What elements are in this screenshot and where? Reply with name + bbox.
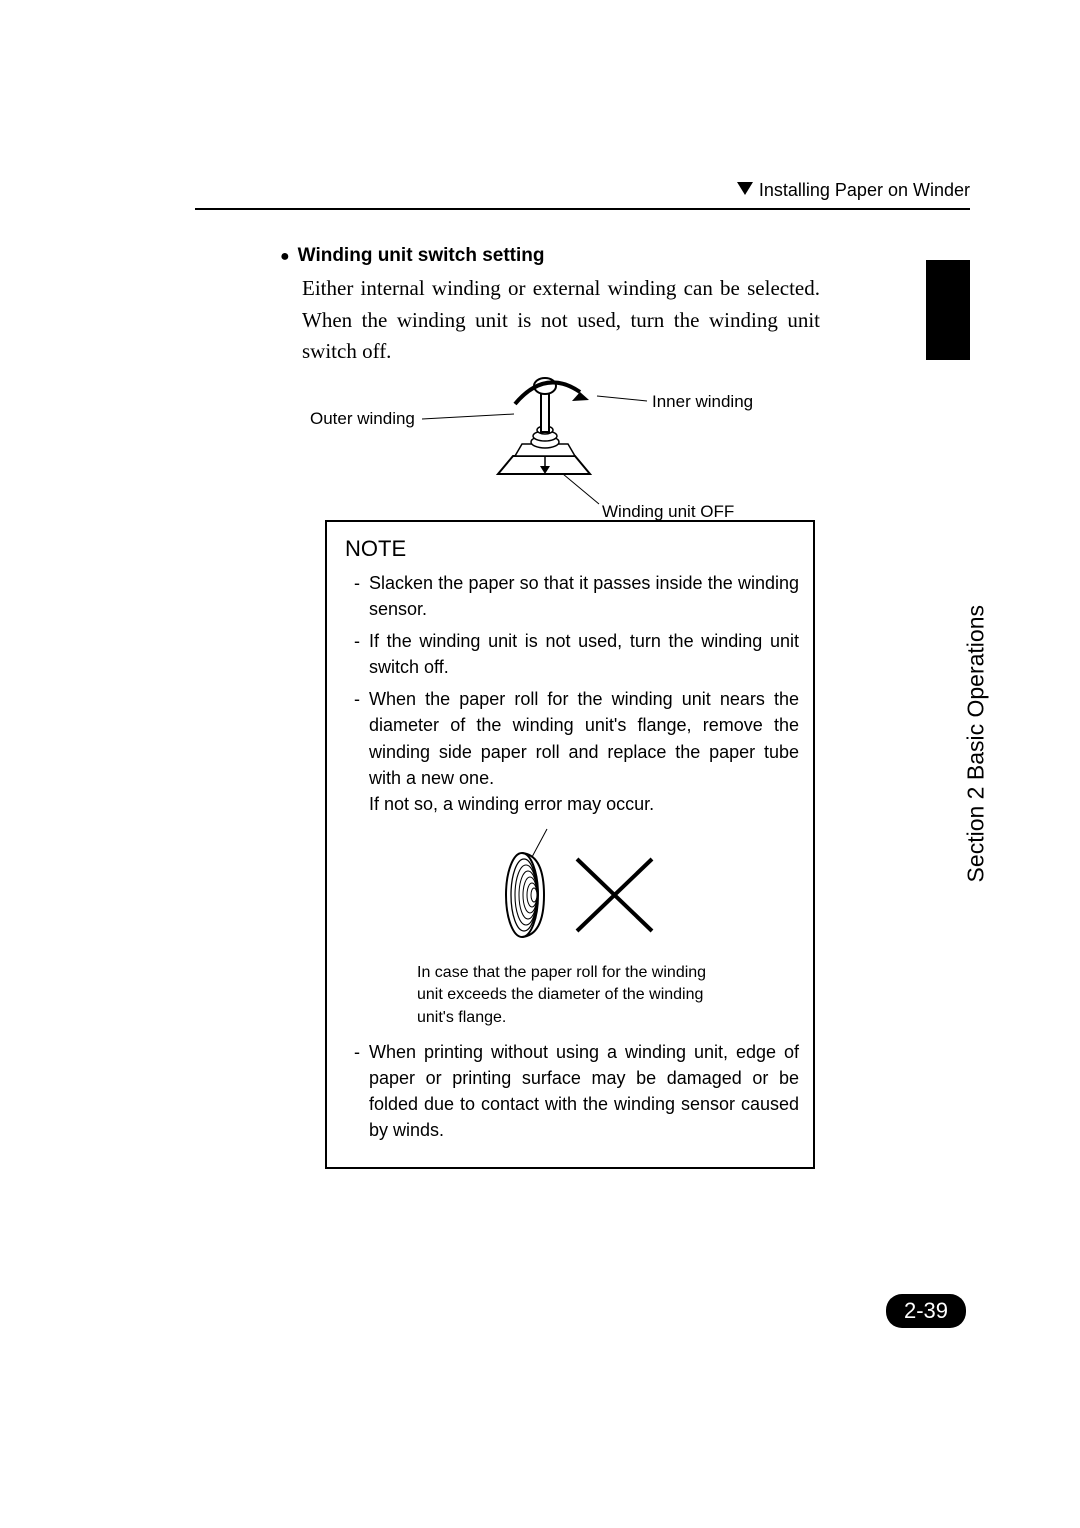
page-header: Installing Paper on Winder xyxy=(737,180,970,201)
header-rule xyxy=(195,208,970,210)
label-outer-winding: Outer winding xyxy=(310,409,415,428)
note-text: Slacken the paper so that it passes insi… xyxy=(369,570,799,622)
page-number: 2-39 xyxy=(886,1294,966,1328)
dash-icon: - xyxy=(345,570,369,622)
note-item: - Slacken the paper so that it passes in… xyxy=(345,570,799,622)
note-text: If the winding unit is not used, turn th… xyxy=(369,628,799,680)
page-number-pill: 2-39 xyxy=(886,1294,966,1328)
body-paragraph: Either internal winding or external wind… xyxy=(302,273,820,368)
note-text: When the paper roll for the winding unit… xyxy=(369,686,799,816)
note-item: - If the winding unit is not used, turn … xyxy=(345,628,799,680)
note-figure: In case that the paper roll for the wind… xyxy=(345,827,799,1029)
dash-icon: - xyxy=(345,686,369,816)
section-label: Section 2 Basic Operations xyxy=(962,605,989,882)
page: Installing Paper on Winder Section 2 Bas… xyxy=(0,0,1080,1528)
switch-diagram: Outer winding Inner winding Winding unit… xyxy=(302,374,820,534)
note-text: When printing without using a winding un… xyxy=(369,1039,799,1143)
note-item: - When the paper roll for the winding un… xyxy=(345,686,799,816)
section-tab xyxy=(926,260,970,360)
note-figure-caption: In case that the paper roll for the wind… xyxy=(417,962,727,1029)
breadcrumb: Installing Paper on Winder xyxy=(759,180,970,200)
note-box: NOTE - Slacken the paper so that it pass… xyxy=(325,520,815,1169)
label-inner-winding: Inner winding xyxy=(652,392,753,411)
triangle-down-icon xyxy=(737,182,753,195)
note-title: NOTE xyxy=(345,536,799,562)
dash-icon: - xyxy=(345,628,369,680)
note-item: - When printing without using a winding … xyxy=(345,1039,799,1143)
main-content: Winding unit switch setting Either inter… xyxy=(280,245,820,534)
label-winding-off: Winding unit OFF xyxy=(602,502,734,521)
section-heading: Winding unit switch setting xyxy=(280,245,820,267)
note-list: - Slacken the paper so that it passes in… xyxy=(345,570,799,1143)
dash-icon: - xyxy=(345,1039,369,1143)
